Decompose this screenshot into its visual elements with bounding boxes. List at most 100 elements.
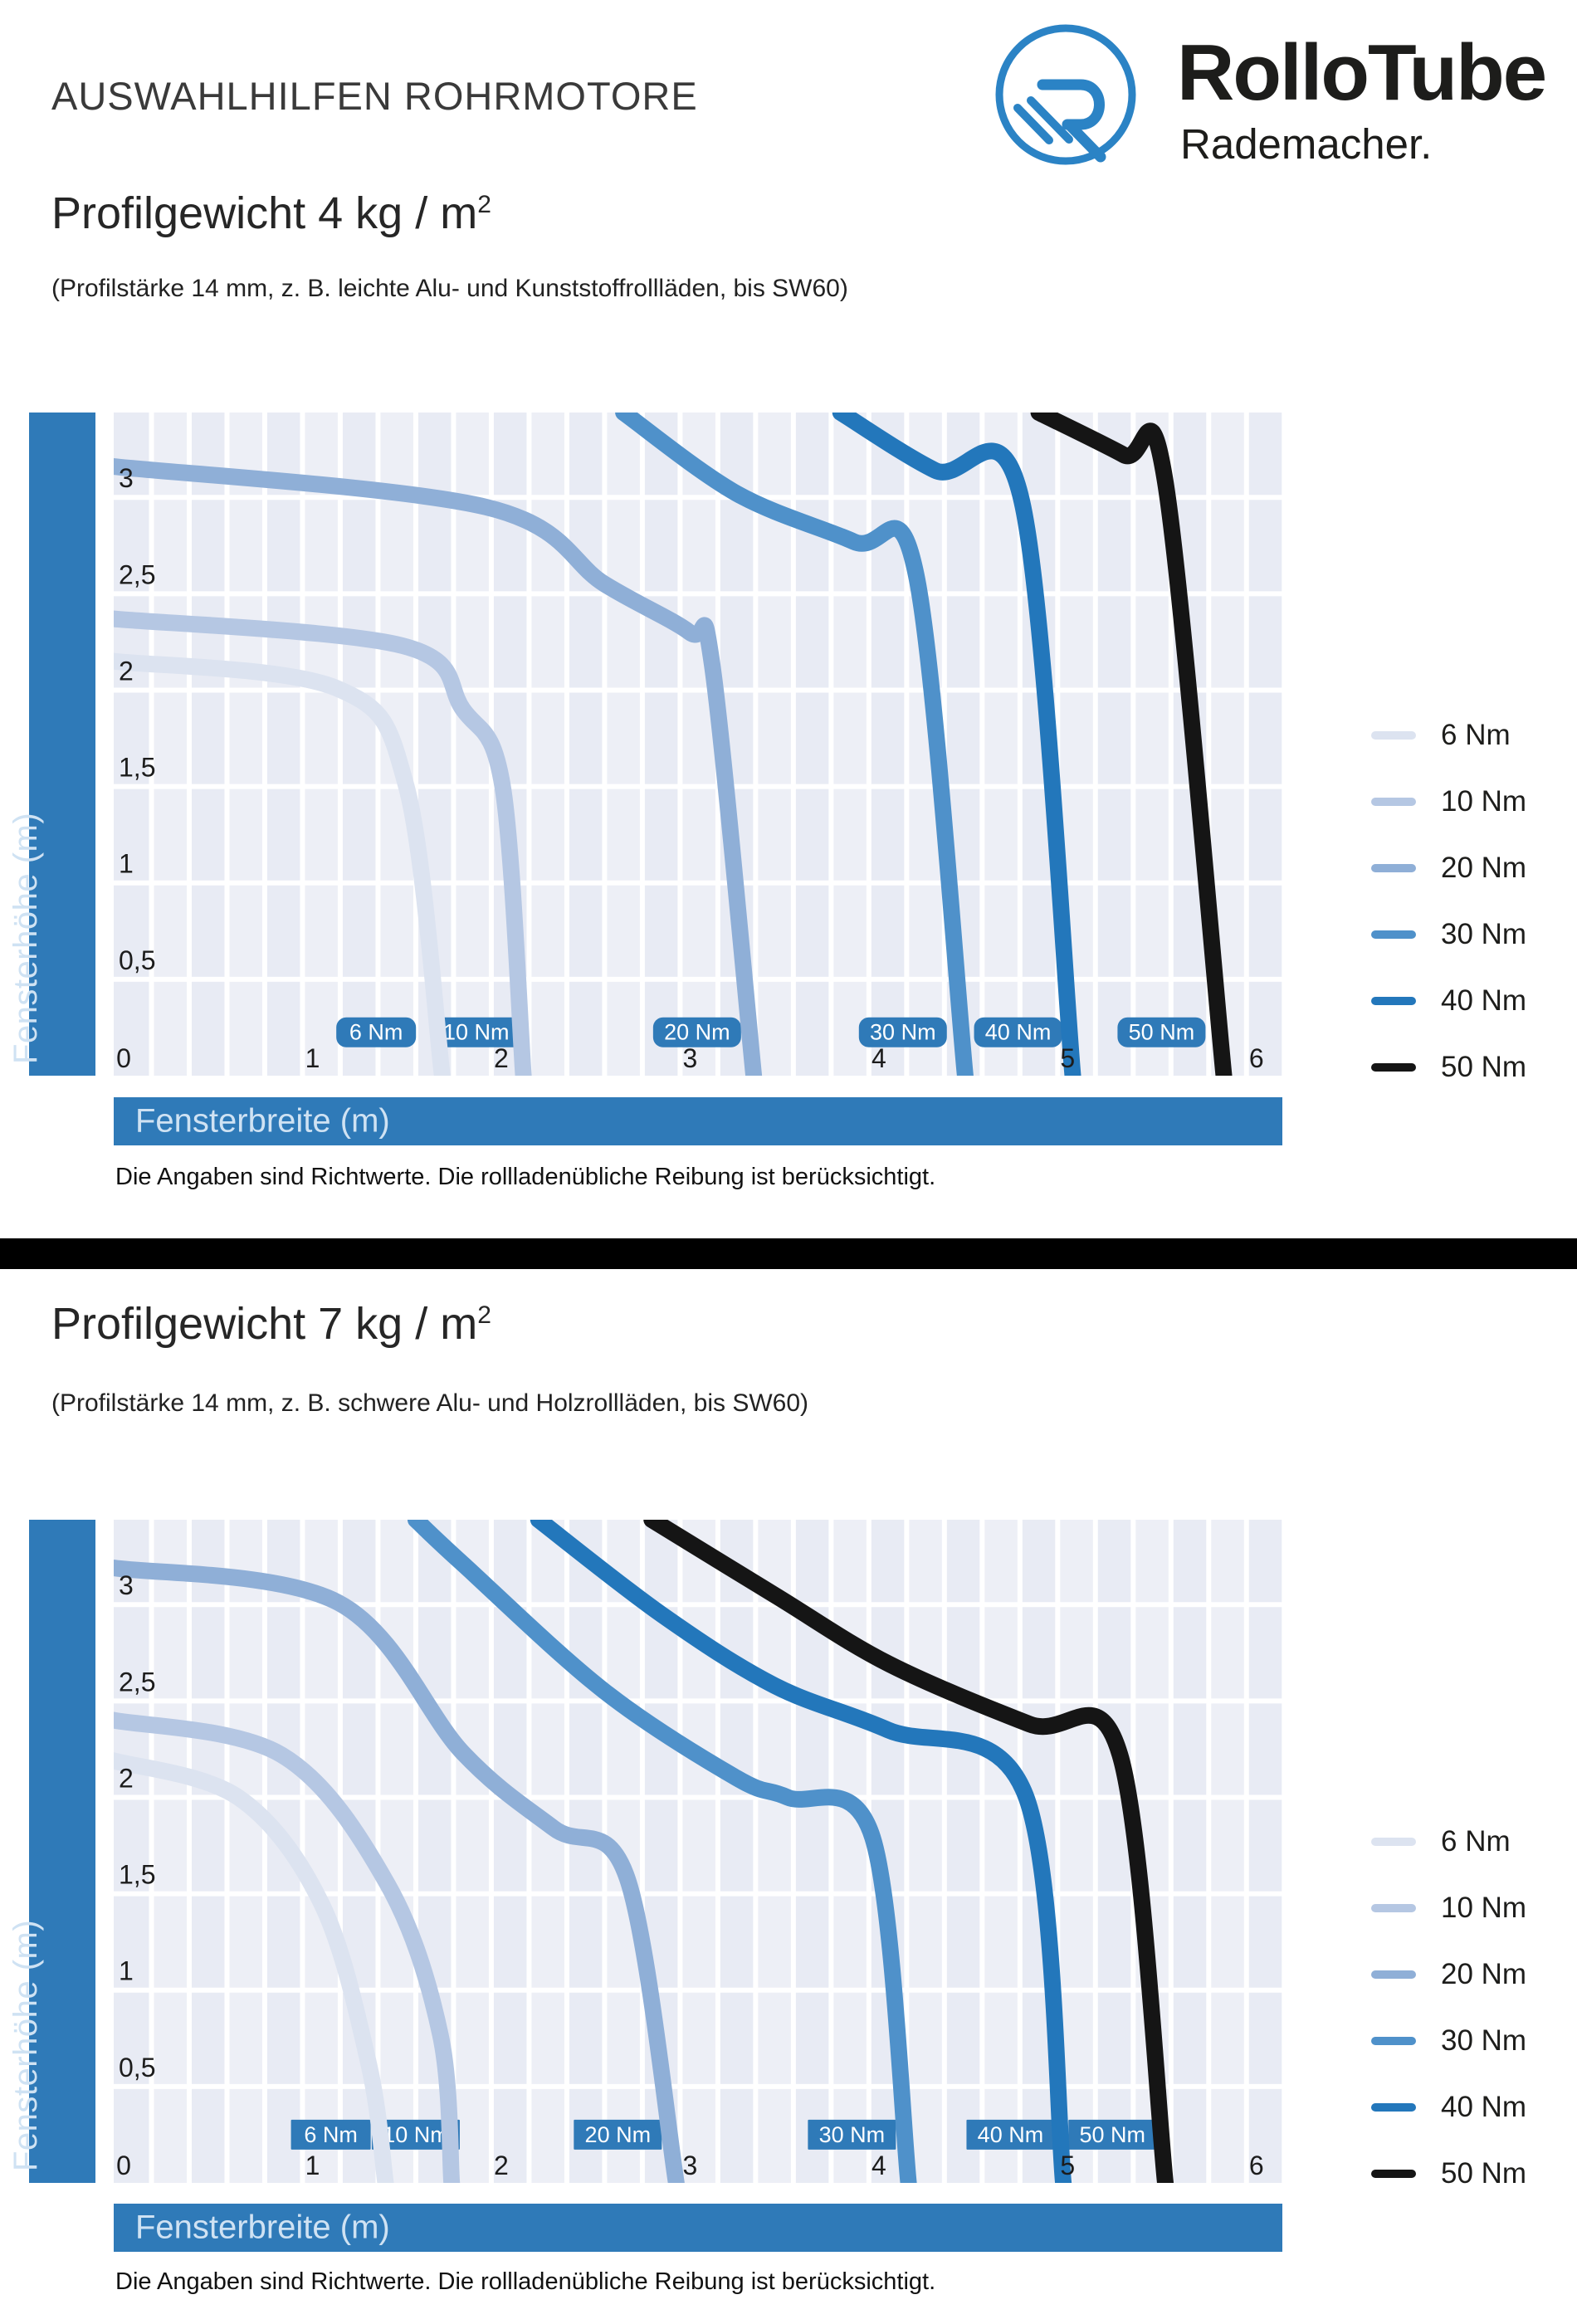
legend-label: 30 Nm [1441, 918, 1527, 950]
curve-10-nm [114, 610, 532, 1076]
legend-label: 40 Nm [1441, 984, 1527, 1017]
curve-6-nm [114, 1752, 394, 2183]
x-axis-title-bar-1: Fensterbreite (m) [114, 1097, 1282, 1145]
svg-text:10 Nm: 10 Nm [443, 1020, 510, 1045]
curve-6-nm [114, 652, 451, 1076]
section-2-title-sup: 2 [477, 1301, 491, 1329]
svg-text:2: 2 [119, 656, 134, 686]
section-1-title-sup: 2 [477, 191, 491, 218]
legend-swatch-icon [1371, 1970, 1416, 1979]
svg-text:2: 2 [119, 1763, 134, 1793]
curve-40-nm [832, 413, 1081, 1076]
legend-item-10-nm: 10 Nm [1371, 1875, 1570, 1941]
chart-plot-4kg: 6 Nm 10 Nm 20 Nm 30 Nm 40 Nm 50 Nm 0 1 2 3 4 5 6 0,5 1… [114, 413, 1282, 1076]
y-axis-title-bar-1: Fensterhöhe (m) [7, 413, 95, 1076]
svg-text:2,5: 2,5 [119, 559, 155, 589]
legend-swatch-icon [1371, 798, 1416, 806]
svg-text:3: 3 [119, 1570, 134, 1600]
svg-text:6 Nm: 6 Nm [349, 1020, 403, 1045]
svg-text:6 Nm: 6 Nm [304, 2122, 358, 2147]
legend-swatch-icon [1371, 731, 1416, 740]
svg-text:50 Nm: 50 Nm [1129, 1020, 1195, 1045]
section-1-title: Profilgewicht 4 kg / m2 [51, 188, 491, 238]
legend-swatch-icon [1371, 2037, 1416, 2045]
chart-plot-7kg: 6 Nm 10 Nm 20 Nm 30 Nm 40 Nm 50 Nm 0 1 2 3 4 5 6 0,5 1… [114, 1520, 1282, 2183]
chart-svg: 6 Nm 10 Nm 20 Nm 30 Nm 40 Nm 50 Nm 0 1 2 3 4 5 6 0,5 1… [114, 413, 1282, 1076]
page-title: AUSWAHLHILFEN ROHRMOTORE [51, 74, 698, 118]
svg-text:1,5: 1,5 [119, 753, 155, 783]
badge-40-nm [974, 1017, 1062, 1047]
legend-item-10-nm: 10 Nm [1371, 769, 1570, 835]
legend-item-40-nm: 40 Nm [1371, 2074, 1570, 2141]
legend-label: 20 Nm [1441, 1958, 1527, 1990]
svg-text:6: 6 [1249, 2151, 1264, 2180]
svg-text:2: 2 [494, 2151, 509, 2180]
badge-20-nm [574, 2119, 662, 2150]
svg-text:20 Nm: 20 Nm [664, 1020, 730, 1045]
svg-text:0,5: 0,5 [119, 945, 155, 975]
svg-text:40 Nm: 40 Nm [985, 1020, 1052, 1045]
curve-50-nm [1030, 413, 1233, 1076]
legend-item-6-nm: 6 Nm [1371, 702, 1570, 769]
badge-30-nm [808, 2119, 896, 2150]
svg-text:1: 1 [305, 1043, 320, 1073]
section-2-title: Profilgewicht 7 kg / m2 [51, 1299, 491, 1349]
svg-text:30 Nm: 30 Nm [870, 1020, 936, 1045]
rademacher-logo-icon [993, 22, 1139, 168]
curve-30-nm [407, 1520, 917, 2183]
legend-item-30-nm: 30 Nm [1371, 2008, 1570, 2074]
x-axis-title-bar-2: Fensterbreite (m) [114, 2204, 1282, 2252]
legend-label: 6 Nm [1441, 719, 1511, 751]
svg-text:1: 1 [119, 849, 134, 879]
svg-text:0: 0 [116, 2151, 131, 2180]
badge-50-nm [1068, 2119, 1157, 2150]
legend-swatch-icon [1371, 1063, 1416, 1072]
badge-6-nm [336, 1017, 417, 1047]
svg-text:1: 1 [305, 2151, 320, 2180]
svg-text:10 Nm: 10 Nm [383, 2122, 449, 2147]
svg-text:5: 5 [1060, 2151, 1075, 2180]
badge-10-nm [432, 1017, 520, 1047]
footnote-1: Die Angaben sind Richtwerte. Die rolllad… [115, 1164, 936, 1190]
legend-item-50-nm: 50 Nm [1371, 2141, 1570, 2207]
legend-swatch-icon [1371, 1904, 1416, 1912]
svg-text:40 Nm: 40 Nm [978, 2122, 1044, 2147]
legend-label: 30 Nm [1441, 2024, 1527, 2057]
curve-10-nm [114, 1711, 461, 2183]
badge-10-nm [371, 2119, 460, 2150]
legend-swatch-icon [1371, 930, 1416, 939]
legend-label: 20 Nm [1441, 852, 1527, 884]
legend-item-20-nm: 20 Nm [1371, 1941, 1570, 2008]
legend-swatch-icon [1371, 1838, 1416, 1846]
legend-label: 50 Nm [1441, 1051, 1527, 1083]
section-1-title-text: Profilgewicht 4 kg / m [51, 188, 478, 238]
badge-6-nm [290, 2119, 371, 2150]
svg-text:5: 5 [1060, 1043, 1075, 1073]
x-axis-title-2: Fensterbreite (m) [135, 2209, 390, 2246]
section-2-title-text: Profilgewicht 7 kg / m [51, 1299, 478, 1349]
curve-50-nm [643, 1520, 1174, 2183]
svg-text:1,5: 1,5 [119, 1860, 155, 1890]
svg-text:2: 2 [494, 1043, 509, 1073]
y-axis-title-2: Fensterhöhe (m) [7, 1919, 44, 2171]
legend-swatch-icon [1371, 2170, 1416, 2178]
brand-name: RolloTube [1177, 28, 1547, 117]
y-axis-title-bar-2: Fensterhöhe (m) [7, 1520, 95, 2183]
x-axis-title-1: Fensterbreite (m) [135, 1102, 390, 1140]
svg-text:50 Nm: 50 Nm [1080, 2122, 1146, 2147]
svg-text:1: 1 [119, 1956, 134, 1986]
legend-label: 6 Nm [1441, 1825, 1511, 1858]
legend-label: 10 Nm [1441, 1892, 1527, 1924]
legend-item-50-nm: 50 Nm [1371, 1034, 1570, 1101]
svg-text:30 Nm: 30 Nm [819, 2122, 886, 2147]
curve-20-nm [114, 458, 763, 1076]
footnote-2: Die Angaben sind Richtwerte. Die rolllad… [115, 2268, 936, 2295]
svg-text:3: 3 [682, 1043, 697, 1073]
legend-item-30-nm: 30 Nm [1371, 901, 1570, 968]
legend-item-20-nm: 20 Nm [1371, 835, 1570, 901]
svg-text:4: 4 [872, 1043, 886, 1073]
curve-30-nm [615, 413, 974, 1076]
legend-7kg: 6 Nm 10 Nm 20 Nm 30 Nm 40 Nm 50 Nm [1371, 1809, 1570, 2207]
legend-label: 10 Nm [1441, 785, 1527, 818]
